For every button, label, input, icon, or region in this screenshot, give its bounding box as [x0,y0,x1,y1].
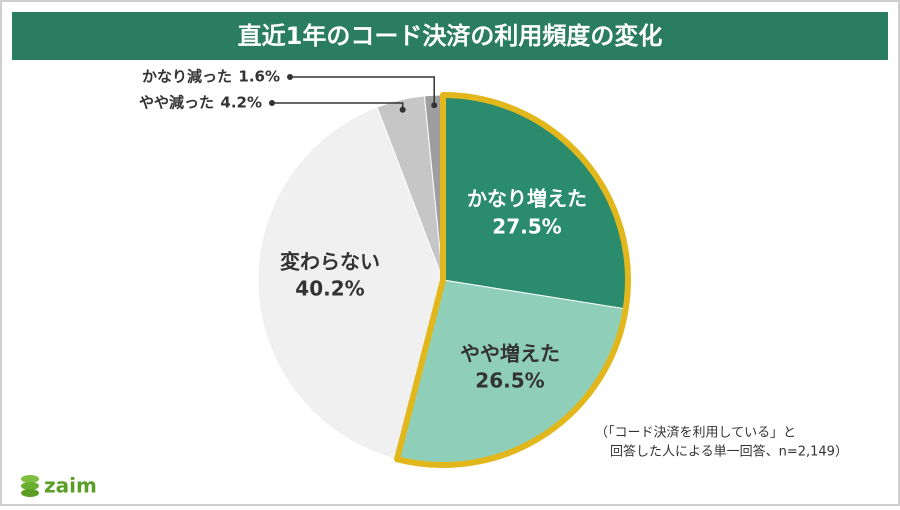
leader-line [290,76,435,106]
chart-title: 直近1年のコード決済の利用頻度の変化 [238,22,663,50]
highlight-outline [393,92,631,468]
note: 回答した人による単一回答、n=2,149） [610,444,848,460]
title-bar [12,12,888,60]
slice-label: かなり増えた [467,187,587,211]
value-label: 1.6% [238,68,280,86]
logo-icon [21,475,39,497]
value-label: 40.2% [295,277,364,301]
slice-label: かなり減った [142,68,232,86]
value-label: 27.5% [492,215,561,239]
leader-dot [269,100,275,106]
leader-dot [431,102,438,109]
pie-slice [257,106,444,460]
note: （「コード決済を利用している」と [595,425,796,441]
logo: zaim [44,474,97,498]
leader-dot [287,74,293,80]
slice-label: やや増えた [460,342,560,366]
leader-dot [399,106,406,113]
value-label: 4.2% [220,94,262,112]
slice-label: やや減った [139,94,214,112]
value-label: 26.5% [475,369,544,393]
slice-label: 変わらない [280,250,380,274]
